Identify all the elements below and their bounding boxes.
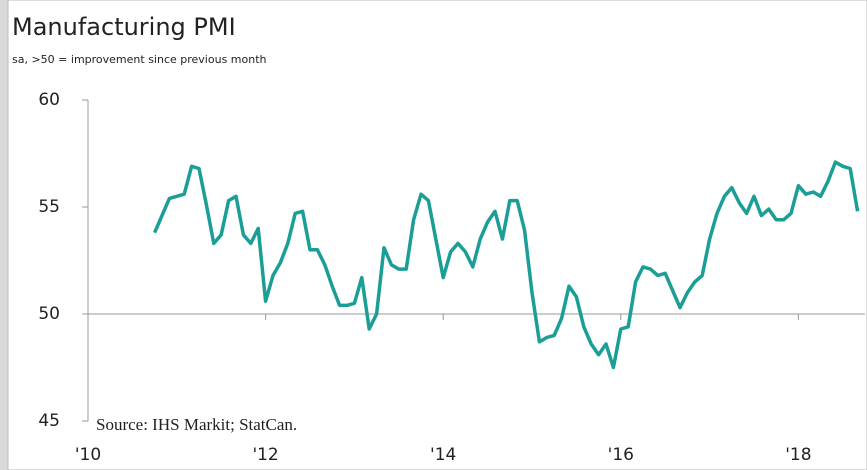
x-tick-label: '18 (785, 445, 811, 465)
y-tick-label: 60 (38, 90, 60, 110)
chart-subtitle: sa, >50 = improvement since previous mon… (12, 53, 267, 66)
y-tick-label: 45 (38, 411, 60, 431)
pmi-line (152, 160, 860, 370)
x-tick-label: '12 (252, 445, 278, 465)
x-tick-label: '16 (608, 445, 634, 465)
source-note: Source: IHS Markit; StatCan. (96, 415, 297, 434)
y-tick-label: 55 (38, 197, 60, 217)
chart-title: Manufacturing PMI (12, 13, 236, 41)
panel (7, 0, 867, 470)
x-tick-label: '10 (75, 445, 101, 465)
x-tick-label: '14 (430, 445, 456, 465)
y-tick-label: 50 (38, 304, 60, 324)
